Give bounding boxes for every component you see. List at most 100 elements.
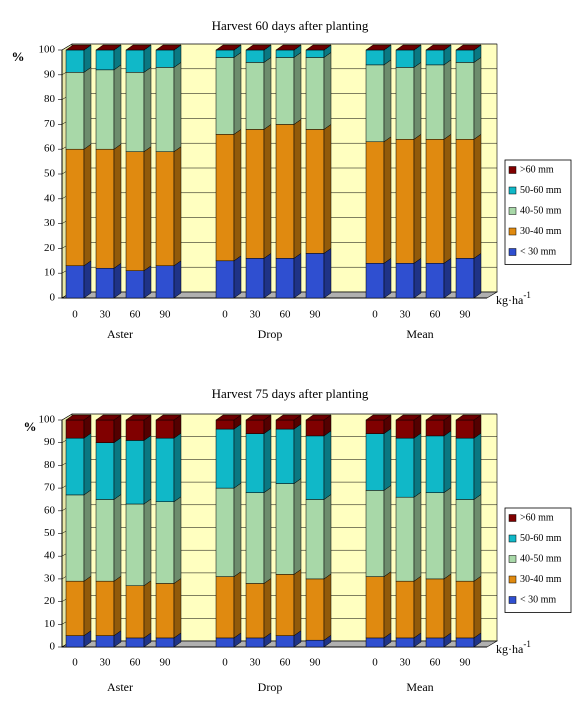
legend-label: < 30 mm bbox=[520, 246, 556, 257]
bar-front bbox=[95, 419, 115, 443]
bar-segment bbox=[275, 44, 302, 51]
bar-side bbox=[413, 491, 422, 582]
bar-side bbox=[323, 493, 332, 580]
bar-segment bbox=[155, 577, 182, 639]
bar-segment bbox=[455, 44, 482, 51]
bar-segment bbox=[95, 64, 122, 150]
bar-front bbox=[65, 265, 85, 299]
bar-side bbox=[83, 143, 92, 267]
y-tick-label: 10 bbox=[44, 618, 56, 630]
bar-segment bbox=[65, 432, 92, 496]
bar-top bbox=[215, 414, 242, 421]
bar-segment bbox=[455, 414, 482, 439]
bar-front bbox=[275, 258, 295, 299]
bar-segment bbox=[425, 487, 452, 580]
bar-segment bbox=[215, 128, 242, 262]
bar-front bbox=[275, 483, 295, 575]
bar-segment bbox=[125, 146, 152, 272]
bar-side bbox=[383, 428, 392, 491]
bar-front bbox=[95, 499, 115, 582]
bar-side bbox=[83, 432, 92, 496]
bar-segment bbox=[95, 493, 122, 582]
y-tick-label: 80 bbox=[44, 459, 56, 471]
bar-segment bbox=[425, 430, 452, 494]
bar-segment bbox=[425, 257, 452, 299]
bar-front bbox=[395, 419, 415, 439]
bar-segment bbox=[95, 414, 122, 444]
y-tick-label: 50 bbox=[44, 527, 56, 539]
x-tick-label: 0 bbox=[222, 657, 228, 669]
legend-label: 50-60 mm bbox=[520, 533, 562, 544]
x-tick-label: 90 bbox=[460, 309, 472, 321]
bar-front bbox=[275, 574, 295, 636]
x-tick-label: 30 bbox=[400, 657, 412, 669]
bar-front bbox=[425, 49, 445, 66]
bar-front bbox=[215, 49, 235, 58]
bar-top bbox=[95, 414, 122, 421]
bar-top bbox=[365, 414, 392, 421]
bar-segment bbox=[245, 577, 272, 639]
bar-side bbox=[443, 133, 452, 264]
bar-segment bbox=[125, 414, 152, 441]
bar-segment bbox=[215, 482, 242, 578]
bar-front bbox=[425, 492, 445, 580]
bar-side bbox=[443, 487, 452, 580]
bar-front bbox=[455, 419, 475, 439]
bar-front bbox=[125, 503, 145, 586]
bar-segment bbox=[395, 133, 422, 264]
x-axis-label: kg·ha-1 bbox=[496, 290, 531, 307]
bar-segment bbox=[125, 44, 152, 51]
x-tick-label: 60 bbox=[130, 309, 142, 321]
bar-segment bbox=[305, 430, 332, 500]
legend-swatch bbox=[508, 186, 517, 195]
bar-segment bbox=[365, 484, 392, 578]
bar-segment bbox=[155, 44, 182, 68]
bar-side bbox=[113, 262, 122, 299]
bar-front bbox=[215, 260, 235, 299]
bar-front bbox=[245, 433, 265, 493]
bar-segment bbox=[455, 133, 482, 259]
bar-side bbox=[263, 487, 272, 584]
bar-segment bbox=[245, 44, 272, 51]
y-tick-label: 70 bbox=[44, 482, 56, 494]
bar-top bbox=[395, 414, 422, 421]
x-tick-label: 90 bbox=[310, 657, 322, 669]
bar-front bbox=[125, 637, 145, 648]
bar-side bbox=[413, 432, 422, 498]
bar-segment bbox=[125, 44, 152, 73]
bar-front bbox=[125, 270, 145, 299]
bar-segment bbox=[395, 44, 422, 51]
legend-swatch bbox=[508, 596, 517, 604]
bar-front bbox=[155, 583, 175, 639]
bar-segment bbox=[125, 265, 152, 299]
bar-top bbox=[305, 44, 332, 51]
bar-front bbox=[455, 49, 475, 63]
bar-front bbox=[245, 129, 265, 259]
bar-front bbox=[455, 637, 475, 648]
bar-side bbox=[143, 580, 152, 639]
bar-side bbox=[173, 146, 182, 267]
bar-segment bbox=[245, 414, 272, 435]
bar-front bbox=[275, 635, 295, 648]
bar-side bbox=[473, 133, 482, 259]
bar-segment bbox=[65, 630, 92, 648]
bar-side bbox=[383, 571, 392, 639]
bar-segment bbox=[395, 61, 422, 140]
bar-side bbox=[473, 493, 482, 582]
legend-label: 40-50 mm bbox=[520, 205, 562, 216]
bar-front bbox=[425, 139, 445, 264]
bar-segment bbox=[425, 133, 452, 264]
bar-segment bbox=[275, 414, 302, 430]
bar-segment bbox=[125, 498, 152, 587]
legend-label: >60 mm bbox=[520, 164, 554, 175]
bar-side bbox=[293, 118, 302, 259]
bar-segment bbox=[155, 44, 182, 51]
bar-front bbox=[215, 428, 235, 489]
bar-side bbox=[413, 257, 422, 299]
bar-front bbox=[245, 62, 265, 130]
bar-front bbox=[215, 419, 235, 430]
bar-front bbox=[125, 419, 145, 441]
x-tick-label: 0 bbox=[372, 657, 378, 669]
bar-segment bbox=[275, 630, 302, 648]
bar-segment bbox=[455, 432, 482, 500]
